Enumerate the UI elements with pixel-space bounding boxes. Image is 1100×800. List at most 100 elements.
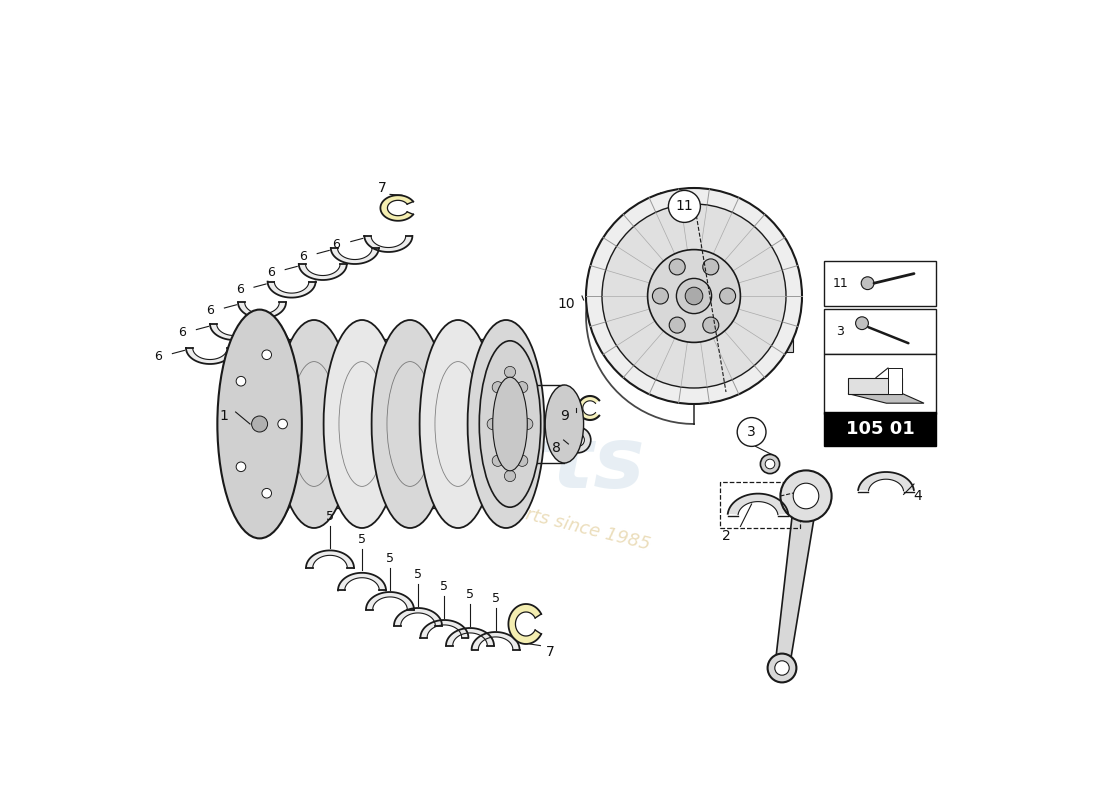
- Polygon shape: [238, 302, 286, 318]
- Polygon shape: [338, 573, 386, 590]
- Circle shape: [703, 317, 718, 333]
- Text: euro: euro: [263, 342, 485, 426]
- Circle shape: [521, 418, 532, 430]
- Text: 7: 7: [377, 181, 386, 195]
- Polygon shape: [888, 368, 902, 394]
- Text: 1: 1: [219, 409, 228, 423]
- Text: 8: 8: [552, 441, 561, 455]
- Circle shape: [856, 317, 868, 330]
- Circle shape: [676, 278, 712, 314]
- Polygon shape: [186, 348, 234, 364]
- Circle shape: [492, 455, 504, 466]
- Ellipse shape: [420, 451, 448, 509]
- Polygon shape: [394, 608, 442, 626]
- Polygon shape: [776, 319, 793, 352]
- Ellipse shape: [276, 320, 352, 528]
- Ellipse shape: [419, 320, 496, 528]
- Text: 5: 5: [440, 580, 449, 593]
- Text: 6: 6: [299, 250, 307, 262]
- Text: 11: 11: [675, 199, 693, 214]
- Circle shape: [572, 434, 584, 446]
- Circle shape: [669, 190, 701, 222]
- Circle shape: [505, 470, 516, 482]
- Text: 5: 5: [492, 592, 499, 605]
- Polygon shape: [508, 604, 541, 644]
- Polygon shape: [306, 550, 354, 568]
- Text: 6: 6: [332, 238, 340, 250]
- Circle shape: [492, 382, 504, 393]
- Circle shape: [669, 259, 685, 275]
- Ellipse shape: [546, 385, 584, 463]
- Polygon shape: [331, 248, 378, 264]
- Circle shape: [262, 350, 272, 359]
- Text: 5: 5: [466, 588, 474, 601]
- Text: 7: 7: [546, 645, 554, 659]
- FancyBboxPatch shape: [824, 309, 936, 354]
- Circle shape: [517, 455, 528, 466]
- Polygon shape: [210, 324, 258, 340]
- Circle shape: [793, 483, 818, 509]
- Polygon shape: [446, 628, 494, 646]
- Circle shape: [652, 288, 669, 304]
- Polygon shape: [299, 264, 346, 280]
- Text: 3: 3: [836, 325, 845, 338]
- Text: 6: 6: [235, 283, 243, 296]
- Circle shape: [648, 250, 740, 342]
- Circle shape: [487, 418, 498, 430]
- Circle shape: [236, 377, 245, 386]
- FancyBboxPatch shape: [824, 412, 936, 446]
- Circle shape: [780, 470, 832, 522]
- Circle shape: [774, 661, 789, 675]
- FancyBboxPatch shape: [824, 261, 936, 306]
- Text: 6: 6: [267, 266, 275, 278]
- Text: 5: 5: [326, 510, 334, 523]
- Text: 11: 11: [833, 277, 848, 290]
- Circle shape: [236, 462, 245, 471]
- Circle shape: [760, 454, 780, 474]
- Circle shape: [768, 654, 796, 682]
- Ellipse shape: [228, 320, 305, 528]
- Polygon shape: [728, 494, 789, 514]
- Polygon shape: [366, 592, 414, 610]
- Circle shape: [669, 317, 685, 333]
- Circle shape: [505, 366, 516, 378]
- Circle shape: [565, 427, 591, 453]
- Ellipse shape: [373, 339, 399, 397]
- Circle shape: [766, 459, 774, 469]
- Polygon shape: [381, 195, 414, 221]
- Ellipse shape: [323, 320, 400, 528]
- Text: 5: 5: [386, 552, 394, 565]
- FancyBboxPatch shape: [824, 354, 936, 414]
- Text: 6: 6: [178, 326, 186, 338]
- Polygon shape: [578, 396, 600, 420]
- Ellipse shape: [493, 378, 527, 470]
- Circle shape: [602, 204, 786, 388]
- Ellipse shape: [372, 320, 449, 528]
- Circle shape: [262, 489, 272, 498]
- Ellipse shape: [276, 339, 304, 397]
- Polygon shape: [858, 472, 914, 490]
- Ellipse shape: [480, 341, 541, 507]
- Polygon shape: [472, 632, 519, 650]
- Ellipse shape: [469, 339, 495, 397]
- Circle shape: [861, 277, 875, 290]
- Text: 6: 6: [206, 304, 213, 317]
- Ellipse shape: [468, 320, 544, 528]
- Text: 9: 9: [560, 409, 569, 423]
- Polygon shape: [420, 620, 469, 638]
- Text: 10: 10: [558, 297, 575, 311]
- Circle shape: [703, 259, 718, 275]
- Circle shape: [737, 418, 766, 446]
- Polygon shape: [364, 236, 412, 252]
- Text: 105 01: 105 01: [846, 420, 914, 438]
- Circle shape: [278, 419, 287, 429]
- Circle shape: [685, 287, 703, 305]
- Circle shape: [719, 288, 736, 304]
- Text: 6: 6: [154, 350, 162, 362]
- Circle shape: [517, 382, 528, 393]
- Text: 2: 2: [722, 529, 730, 543]
- Text: 5: 5: [414, 568, 422, 581]
- Ellipse shape: [324, 451, 351, 509]
- Polygon shape: [848, 394, 924, 403]
- Circle shape: [586, 188, 802, 404]
